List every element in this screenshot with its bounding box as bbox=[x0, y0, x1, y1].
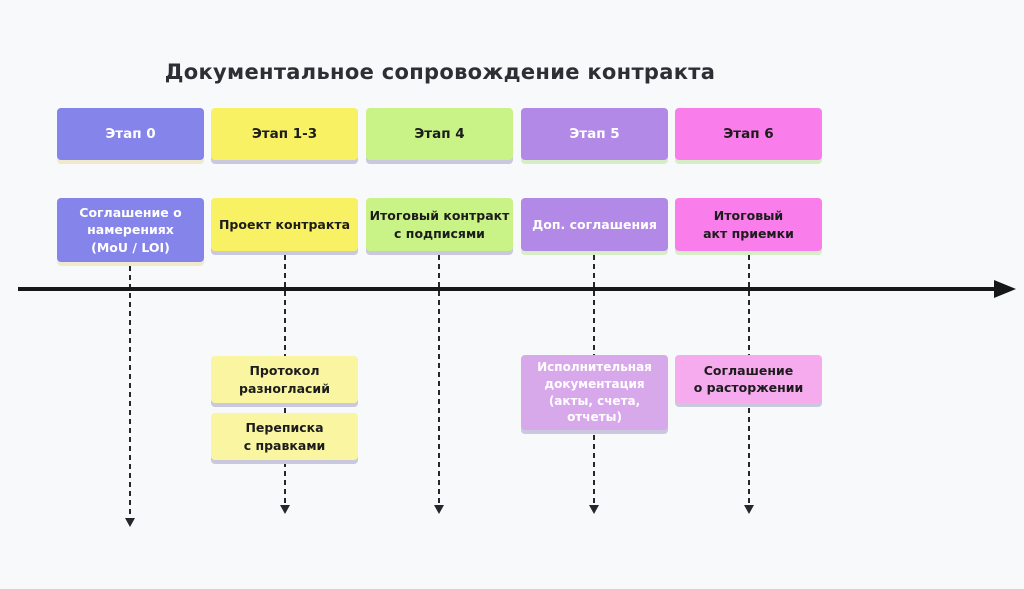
down-arrowhead-icon-0 bbox=[125, 518, 135, 527]
doc-box-final-contract: Итоговый контракт с подписями bbox=[366, 198, 513, 251]
dashed-connector-0 bbox=[129, 266, 131, 518]
stage-header-0: Этап 0 bbox=[57, 108, 204, 160]
doc-box-mou-loi: Соглашение о намерениях (MoU / LOI) bbox=[57, 198, 204, 262]
sub-doc-box-termination-agreement: Соглашение о расторжении bbox=[675, 355, 822, 403]
sub-doc-box-correspondence: Переписка с правками bbox=[211, 413, 358, 460]
timeline-axis bbox=[18, 287, 996, 291]
sub-doc-box-disagreement-protocol: Протокол разногласий bbox=[211, 356, 358, 403]
stage-header-6: Этап 6 bbox=[675, 108, 822, 160]
doc-box-addendums: Доп. соглашения bbox=[521, 198, 668, 251]
dashed-connector-2 bbox=[438, 255, 440, 505]
down-arrowhead-icon-4 bbox=[744, 505, 754, 514]
timeline-arrowhead-icon bbox=[994, 280, 1016, 298]
down-arrowhead-icon-2 bbox=[434, 505, 444, 514]
page-title: Документальное сопровождение контракта bbox=[164, 60, 716, 84]
down-arrowhead-icon-1 bbox=[280, 505, 290, 514]
doc-box-final-acceptance-act: Итоговый акт приемки bbox=[675, 198, 822, 251]
stage-header-5: Этап 5 bbox=[521, 108, 668, 160]
doc-box-contract-draft: Проект контракта bbox=[211, 198, 358, 251]
down-arrowhead-icon-3 bbox=[589, 505, 599, 514]
sub-doc-box-executive-documentation: Исполнительная документация (акты, счета… bbox=[521, 355, 668, 430]
stage-header-1-3: Этап 1-3 bbox=[211, 108, 358, 160]
stage-header-4: Этап 4 bbox=[366, 108, 513, 160]
